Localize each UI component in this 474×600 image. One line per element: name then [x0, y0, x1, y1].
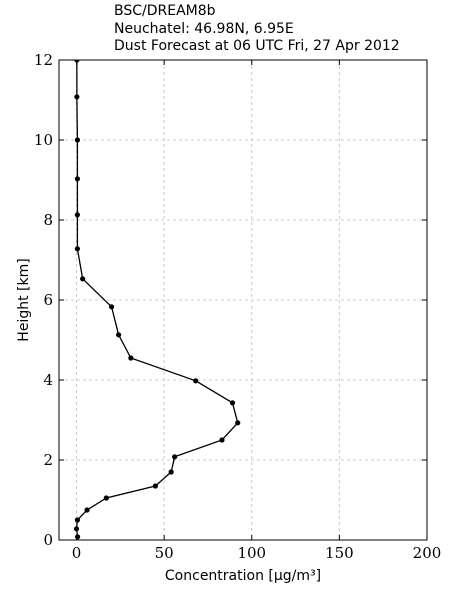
- y-tick-label: 0: [43, 531, 53, 549]
- y-tick-label: 4: [43, 371, 53, 389]
- y-tick-label: 8: [43, 211, 53, 229]
- x-tick-label: 50: [155, 544, 174, 562]
- x-tick-label: 200: [413, 544, 442, 562]
- point: [80, 276, 86, 282]
- point: [74, 517, 80, 523]
- profile-line: [75, 60, 239, 537]
- point: [74, 176, 80, 182]
- point: [172, 454, 178, 460]
- y-tick-label: 2: [43, 451, 53, 469]
- x-axis-label: Concentration [μg/m³]: [165, 568, 321, 584]
- point: [235, 420, 241, 426]
- point: [74, 534, 81, 540]
- grid: [59, 59, 428, 541]
- point: [74, 94, 80, 100]
- y-tick-label: 12: [34, 51, 53, 69]
- x-tick-label: 0: [72, 544, 82, 562]
- point: [193, 378, 199, 384]
- point: [74, 246, 80, 252]
- point: [219, 437, 225, 443]
- y-axis-label: Height [km]: [16, 258, 32, 341]
- title-line: BSC/DREAM8b: [114, 3, 216, 19]
- y-tick-label: 6: [43, 291, 53, 309]
- point: [108, 304, 115, 310]
- point: [152, 483, 158, 489]
- point: [84, 507, 90, 513]
- y-tick-label: 10: [34, 131, 53, 149]
- title-line: Dust Forecast at 06 UTC Fri, 27 Apr 2012: [114, 38, 400, 54]
- point: [115, 332, 122, 338]
- point: [74, 137, 80, 143]
- point: [73, 526, 80, 532]
- title-line: Neuchatel: 46.98N, 6.95E: [114, 21, 294, 37]
- point: [229, 400, 236, 406]
- point: [74, 212, 80, 218]
- x-tick-label: 150: [325, 544, 354, 562]
- point: [128, 355, 134, 361]
- x-tick-label: 100: [237, 544, 266, 562]
- ticks: 0 50 100 150 200 0 2 4 6 8 10 12: [34, 51, 441, 562]
- point: [103, 495, 109, 501]
- plot-area: [73, 60, 241, 540]
- point: [168, 469, 174, 475]
